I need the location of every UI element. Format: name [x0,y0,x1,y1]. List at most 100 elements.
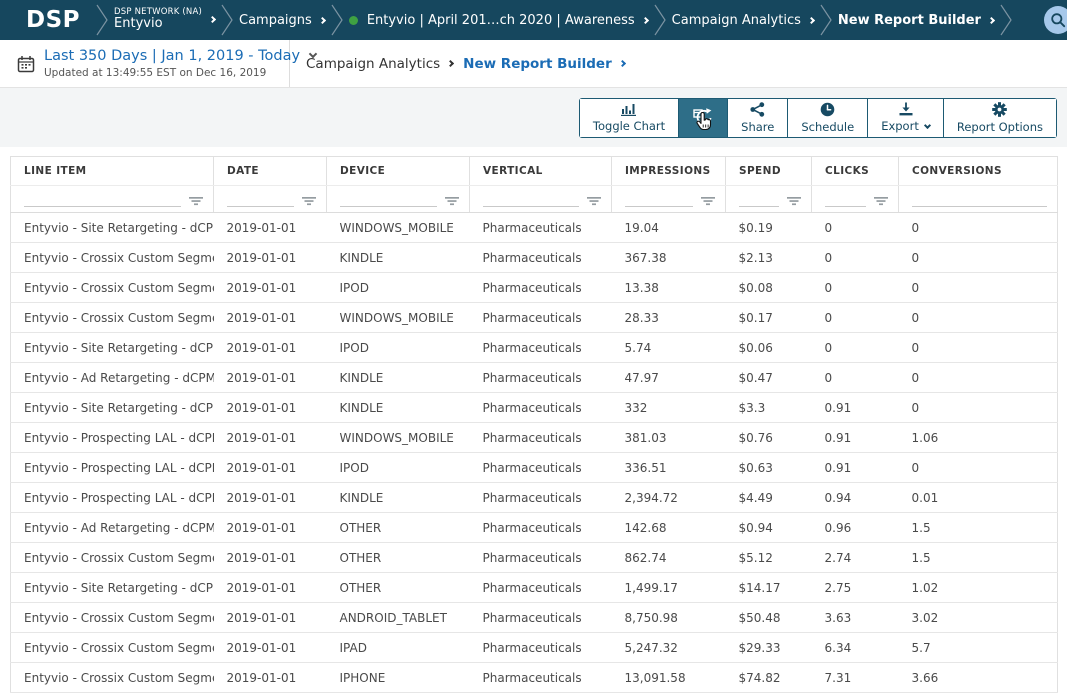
cell: Pharmaceuticals [469,572,612,603]
cell: IPOD [326,272,470,303]
app-logo[interactable]: DSP [26,7,81,33]
filter-icon[interactable] [787,196,801,206]
chevron-right-icon [208,16,217,24]
column-header-conversions[interactable]: CONVERSIONS [898,156,1058,186]
table-row[interactable]: Entyvio - Crossix Custom Segment B2019-0… [10,632,1058,663]
column-header-impressions[interactable]: IMPRESSIONS [611,156,726,186]
hand-cursor-icon [696,111,712,130]
cell: 2019-01-01 [213,392,327,423]
table-row[interactable]: Entyvio - Ad Retargeting - dCPM (Lan2019… [10,512,1058,543]
cell: 2.74 [811,542,899,573]
cell: WINDOWS_MOBILE [326,422,470,453]
breadcrumb-campaign-label: Entyvio | April 201…ch 2020 | Awareness [366,12,635,28]
filter-input[interactable] [227,195,294,207]
table-row[interactable]: Entyvio - Crossix Custom Segment B2019-0… [10,542,1058,573]
breadcrumb-campaign-analytics[interactable]: Campaign Analytics [672,13,815,28]
search-button[interactable] [1043,6,1067,34]
cell: 7.31 [811,662,899,693]
filter-input[interactable] [24,195,181,207]
cell: Entyvio - Site Retargeting - dCPM (La [10,332,214,363]
column-header-vertical[interactable]: VERTICAL [469,156,612,186]
table-row[interactable]: Entyvio - Site Retargeting - dCPM (La201… [10,572,1058,603]
filter-icon[interactable] [302,196,316,206]
cell: 2019-01-01 [213,272,327,303]
toggle-chart-button[interactable]: Toggle Chart [579,98,679,137]
export-button[interactable]: Export [867,98,943,137]
cell: Entyvio - Site Retargeting - dCPM (La [10,572,214,603]
filter-input[interactable] [340,195,437,207]
cell: 0 [811,212,899,243]
filter-input[interactable] [825,195,866,207]
date-range-selector[interactable]: Last 350 Days | Jan 1, 2019 - Today Upda… [0,40,318,87]
cell: Entyvio - Prospecting LAL - dCPM (La [10,482,214,513]
breadcrumb-report-label: New Report Builder [837,12,981,28]
table-row[interactable]: Entyvio - Crossix Custom Segment B2019-0… [10,242,1058,273]
date-range-link[interactable]: Last 350 Days | Jan 1, 2019 - Today [44,47,318,65]
cell: 1,499.17 [611,572,726,603]
cell: 2019-01-01 [213,662,327,693]
filter-icon[interactable] [701,196,715,206]
search-icon [1051,13,1066,28]
filter-input[interactable] [483,195,579,207]
table-row[interactable]: Entyvio - Prospecting LAL - dCPM (La2019… [10,452,1058,483]
cell: Pharmaceuticals [469,482,612,513]
refresh-button[interactable] [678,98,728,137]
chevron-down-icon [923,121,931,129]
date-range-text: Last 350 Days | Jan 1, 2019 - Today [44,47,301,64]
cell: Entyvio - Crossix Custom Segment B [10,542,214,573]
table-row[interactable]: Entyvio - Site Retargeting - dCPM (La201… [10,332,1058,363]
column-header-line-item[interactable]: LINE ITEM [10,156,214,186]
breadcrumb-analytics[interactable]: Campaign Analytics [306,55,441,72]
cell: 2.75 [811,572,899,603]
filter-icon[interactable] [874,196,888,206]
filter-input[interactable] [739,195,779,207]
filter-icon[interactable] [445,196,459,206]
share-button[interactable]: Share [727,98,788,137]
column-header-date[interactable]: DATE [213,156,327,186]
schedule-button[interactable]: Schedule [787,98,868,137]
cell: 0 [898,392,1058,423]
cell: 0 [898,452,1058,483]
filter-cell [898,185,1058,213]
calendar-icon [17,55,35,72]
column-header-clicks[interactable]: CLICKS [811,156,899,186]
table-row[interactable]: Entyvio - Crossix Custom Segment B2019-0… [10,302,1058,333]
cell: OTHER [326,572,470,603]
table-row[interactable]: Entyvio - Ad Retargeting - dCPM (Lan2019… [10,362,1058,393]
table-row[interactable]: Entyvio - Crossix Custom Segment B2019-0… [10,272,1058,303]
filter-icon[interactable] [189,196,203,206]
report-options-button[interactable]: Report Options [942,98,1056,137]
filter-cell [10,185,214,213]
share-icon [750,101,765,117]
column-header-spend[interactable]: SPEND [725,156,812,186]
table-row[interactable]: Entyvio - Crossix Custom Segment B2019-0… [10,602,1058,633]
table-row[interactable]: Entyvio - Site Retargeting - dCPM (La201… [10,392,1058,423]
breadcrumb-campaign[interactable]: Entyvio | April 201…ch 2020 | Awareness [348,12,649,28]
status-dot-icon [348,15,358,25]
filter-input[interactable] [625,195,693,207]
filter-icon[interactable] [587,196,601,206]
breadcrumb-new-report-builder[interactable]: New Report Builder [837,12,995,28]
cell: 0 [898,362,1058,393]
table-row[interactable]: Entyvio - Site Retargeting - dCPM (La201… [10,212,1058,243]
share-label: Share [741,119,775,134]
breadcrumb-network[interactable]: DSP NETWORK (NA) Entyvio [114,7,217,33]
cell: 2019-01-01 [213,632,327,663]
cell: Entyvio - Ad Retargeting - dCPM (Lan [10,362,214,393]
report-toolbar: Toggle Chart Share [0,88,1067,147]
breadcrumb-separator [820,4,832,36]
cell: 2,394.72 [611,482,726,513]
cell: Pharmaceuticals [469,452,612,483]
cell: Entyvio - Crossix Custom Segment B [10,302,214,333]
column-header-device[interactable]: DEVICE [326,156,470,186]
cell: 0.01 [898,482,1058,513]
breadcrumb-report[interactable]: New Report Builder [463,55,612,72]
table-row[interactable]: Entyvio - Crossix Custom Segment B2019-0… [10,662,1058,693]
table-row[interactable]: Entyvio - Prospecting LAL - dCPM (La2019… [10,422,1058,453]
cell: KINDLE [326,392,470,423]
cell: 0.91 [811,392,899,423]
table-row[interactable]: Entyvio - Prospecting LAL - dCPM (La2019… [10,482,1058,513]
cell: 0 [898,242,1058,273]
breadcrumb-campaigns[interactable]: Campaigns [239,13,326,28]
filter-input[interactable] [912,195,1047,207]
